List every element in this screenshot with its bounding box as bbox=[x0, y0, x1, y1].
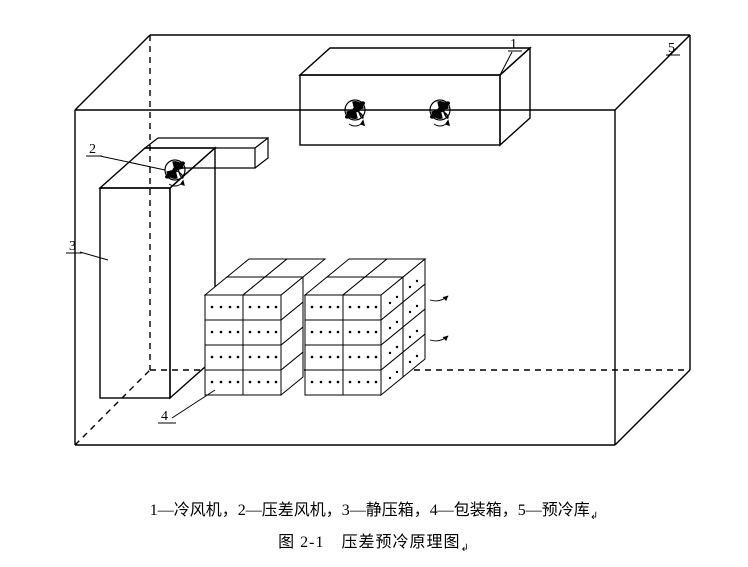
caption-area: 1—冷风机，2—压差风机，3—静压箱，4—包装箱，5—预冷库↲ 图 2-1 压差… bbox=[0, 500, 748, 556]
figure-caption: 图 2-1 压差预冷原理图↲ bbox=[0, 532, 748, 556]
duct-and-diff-fan bbox=[145, 138, 268, 186]
precooling-diagram: 1 2 3 4 5 bbox=[0, 0, 748, 490]
static-pressure-box bbox=[100, 148, 215, 398]
callout-2-label: 2 bbox=[89, 142, 96, 157]
callout-5-label: 5 bbox=[668, 41, 675, 56]
cooling-fan-unit bbox=[300, 48, 530, 145]
diagram-svg: 1 2 3 4 5 bbox=[0, 0, 748, 490]
callout-1-label: 1 bbox=[510, 37, 517, 52]
legend-text: 1—冷风机，2—压差风机，3—静压箱，4—包装箱，5—预冷库↲ bbox=[0, 500, 748, 524]
packaging-boxes bbox=[205, 259, 448, 395]
callout-3-label: 3 bbox=[69, 239, 76, 254]
callout-4-label: 4 bbox=[161, 409, 168, 424]
